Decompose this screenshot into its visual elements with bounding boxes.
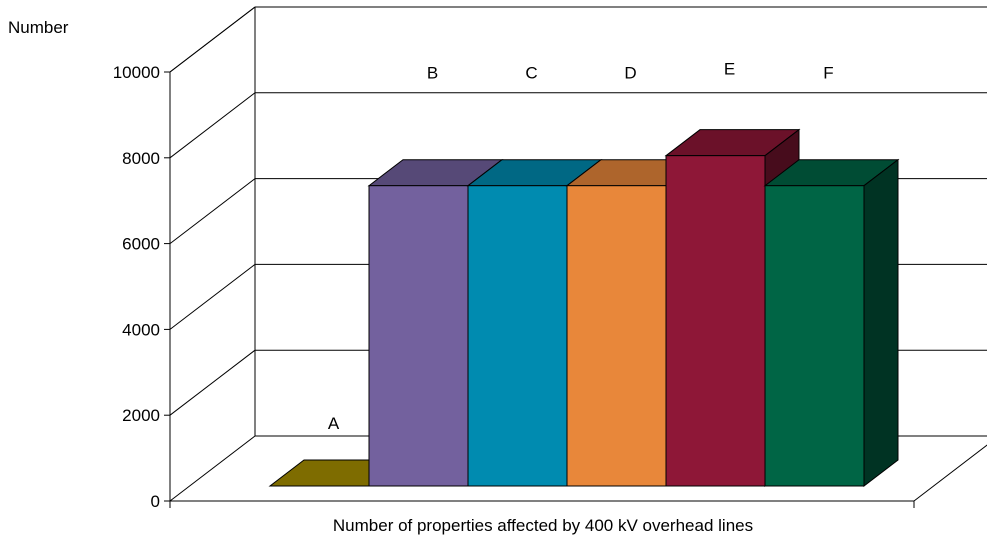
category-label: A <box>328 414 340 433</box>
category-label: B <box>427 63 438 82</box>
bar <box>665 155 766 487</box>
floor-right-edge <box>913 444 987 502</box>
bar-side <box>863 158 899 488</box>
y-tick-label: 8000 <box>122 149 160 168</box>
y-axis-title: Number <box>8 18 69 37</box>
category-label: D <box>624 63 636 82</box>
category-label: F <box>823 63 833 82</box>
bar-labels: A B C D E F <box>328 59 834 433</box>
value-axis: 0 2000 4000 6000 8000 10000 <box>113 63 915 511</box>
y-tick-label: 4000 <box>122 320 160 339</box>
x-axis-title: Number of properties affected by 400 kV … <box>333 516 753 535</box>
bar <box>764 185 865 487</box>
y-tick-label: 0 <box>151 492 160 511</box>
bar <box>566 185 667 487</box>
bar <box>368 185 469 487</box>
bar <box>467 185 568 487</box>
floor-left-edge <box>169 435 256 502</box>
y-tick-label: 10000 <box>113 63 160 82</box>
gridline-side <box>169 6 256 73</box>
gridline-side <box>169 178 256 244</box>
y-tick-label: 6000 <box>122 235 160 254</box>
y-tick-label: 2000 <box>122 406 160 425</box>
gridline-side <box>169 349 256 416</box>
bars <box>268 128 900 488</box>
category-label: C <box>525 63 537 82</box>
category-label: E <box>724 59 735 78</box>
gridline-side <box>169 92 256 159</box>
gridline-side <box>169 264 256 330</box>
